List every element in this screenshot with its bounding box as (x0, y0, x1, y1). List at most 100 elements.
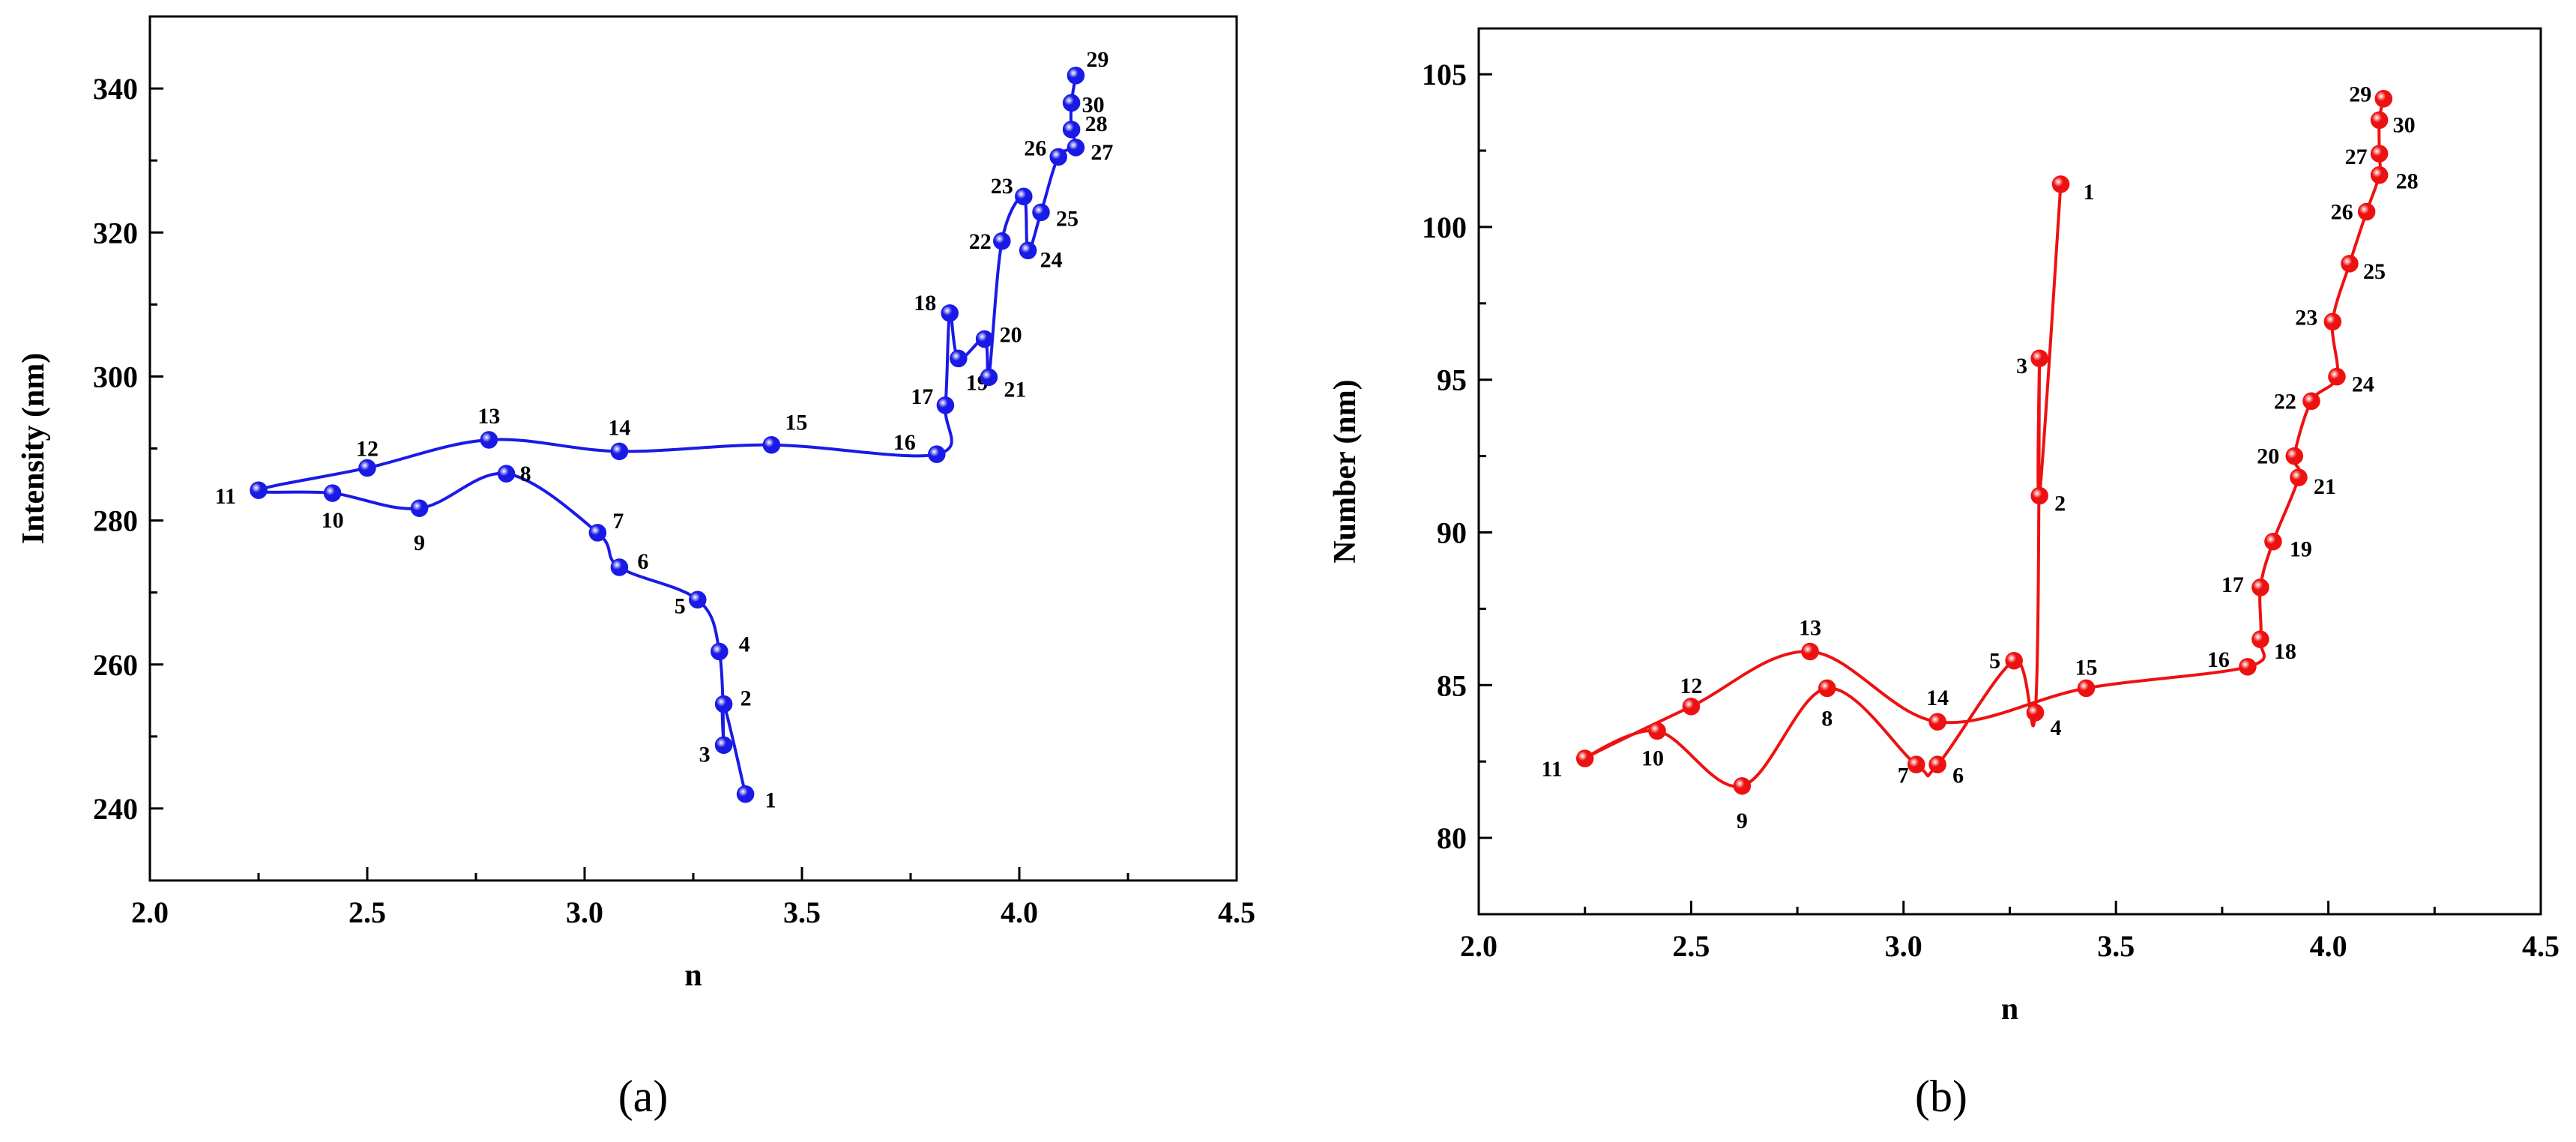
y-tick-label: 85 (1437, 668, 1467, 702)
data-point-10 (323, 484, 342, 502)
data-point-30 (1062, 94, 1081, 112)
data-point-24 (1019, 241, 1037, 260)
data-point-10 (1648, 722, 1666, 740)
x-tick-label: 3.0 (566, 895, 603, 929)
data-label-14: 14 (608, 415, 630, 440)
y-tick-label: 105 (1422, 58, 1467, 91)
data-point-20 (2285, 447, 2304, 465)
data-label-4: 4 (2051, 716, 2062, 740)
data-point-9 (1733, 777, 1752, 795)
data-point-11 (1575, 749, 1594, 767)
data-label-12: 12 (1680, 674, 1702, 698)
data-label-26: 26 (1024, 136, 1046, 160)
data-label-19: 19 (2290, 537, 2312, 562)
data-point-18 (2251, 630, 2269, 648)
data-label-1: 1 (765, 788, 776, 813)
data-label-28: 28 (2396, 169, 2419, 194)
x-tick-label: 3.0 (1885, 929, 1922, 963)
data-point-5 (2005, 651, 2023, 670)
data-label-12: 12 (356, 436, 378, 461)
data-point-25 (2341, 255, 2359, 273)
data-point-13 (1801, 642, 1819, 661)
y-tick-label: 95 (1437, 363, 1467, 397)
data-point-28 (2370, 166, 2389, 184)
data-label-7: 7 (1898, 763, 1909, 788)
data-label-27: 27 (1091, 140, 1113, 165)
data-label-29: 29 (1086, 47, 1108, 72)
y-tick-label: 280 (93, 504, 138, 538)
y-tick-label: 260 (93, 648, 138, 682)
data-point-15 (762, 435, 781, 454)
y-tick-label: 100 (1422, 211, 1467, 244)
data-point-9 (410, 499, 429, 517)
data-label-11: 11 (215, 484, 236, 509)
data-point-5 (689, 590, 707, 609)
data-label-22: 22 (2274, 389, 2296, 414)
data-label-2: 2 (740, 686, 752, 711)
data-point-21 (980, 368, 998, 387)
data-point-3 (2030, 349, 2048, 367)
data-label-10: 10 (1641, 746, 1664, 770)
x-tick-label: 2.0 (131, 895, 169, 929)
panel-caption: (a) (618, 1072, 669, 1121)
data-label-9: 9 (414, 531, 425, 555)
panel-caption: (b) (1915, 1072, 1967, 1121)
data-point-27 (1067, 139, 1085, 157)
series-line (256, 73, 1079, 796)
y-tick-label: 300 (93, 360, 138, 393)
data-label-24: 24 (2352, 372, 2374, 397)
data-label-18: 18 (914, 291, 936, 315)
x-tick-label: 2.5 (1672, 929, 1710, 963)
data-label-26: 26 (2331, 200, 2353, 225)
y-tick-label: 90 (1437, 516, 1467, 550)
x-tick-label: 4.5 (1218, 895, 1255, 929)
y-axis-title: Intensity (nm) (16, 353, 51, 545)
data-label-4: 4 (739, 632, 750, 656)
data-label-13: 13 (1799, 615, 1821, 640)
data-point-20 (975, 330, 994, 348)
data-label-5: 5 (1989, 649, 2000, 674)
data-label-18: 18 (2274, 639, 2296, 664)
y-tick-label: 240 (93, 792, 138, 826)
data-label-8: 8 (1821, 706, 1833, 731)
data-point-26 (2357, 202, 2376, 221)
data-point-2 (714, 695, 733, 713)
data-label-17: 17 (2221, 572, 2244, 597)
data-label-17: 17 (911, 384, 933, 409)
x-tick-label: 4.0 (2310, 929, 2347, 963)
data-label-16: 16 (2207, 647, 2230, 672)
x-tick-label: 3.5 (783, 895, 821, 929)
data-point-14 (610, 442, 629, 461)
data-point-12 (1682, 698, 1701, 716)
data-point-1 (2051, 175, 2070, 193)
x-axis-title: n (684, 958, 702, 993)
data-point-2 (2030, 486, 2048, 505)
data-point-4 (711, 642, 729, 661)
data-label-6: 6 (1952, 763, 1964, 788)
data-label-25: 25 (2363, 259, 2386, 284)
data-point-16 (928, 445, 946, 463)
data-label-23: 23 (991, 174, 1013, 199)
x-tick-label: 4.0 (1001, 895, 1038, 929)
data-label-28: 28 (1085, 112, 1108, 136)
data-label-7: 7 (612, 509, 624, 534)
data-label-6: 6 (637, 549, 648, 574)
data-point-27 (2370, 145, 2389, 163)
y-tick-label: 320 (93, 216, 138, 250)
data-label-16: 16 (893, 430, 916, 455)
data-point-24 (2328, 367, 2346, 386)
data-label-15: 15 (2075, 655, 2098, 680)
data-label-25: 25 (1056, 206, 1079, 231)
y-tick-label: 340 (93, 72, 138, 106)
data-point-28 (1062, 121, 1081, 139)
data-label-3: 3 (699, 742, 711, 767)
data-point-25 (1032, 203, 1050, 222)
data-point-3 (714, 736, 733, 755)
data-point-8 (497, 465, 516, 483)
data-point-19 (2264, 532, 2282, 551)
data-point-21 (2290, 468, 2308, 486)
data-point-26 (1049, 148, 1067, 166)
x-tick-label: 2.5 (349, 895, 386, 929)
data-label-22: 22 (969, 229, 992, 254)
